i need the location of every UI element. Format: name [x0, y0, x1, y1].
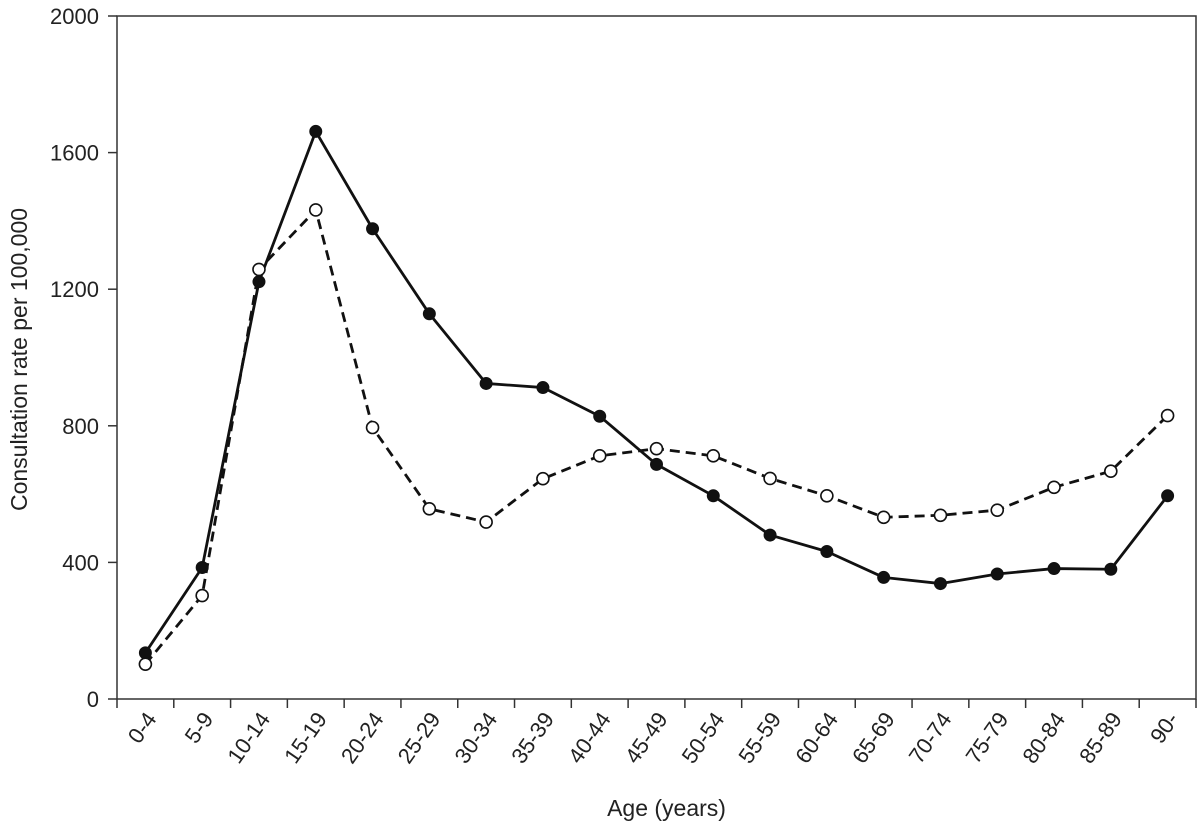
x-tick-label: 85-89	[1074, 708, 1127, 768]
x-tick-label: 40-44	[563, 708, 616, 768]
series-2-point	[422, 501, 437, 516]
series-1-point	[536, 381, 550, 395]
series-1-point	[990, 567, 1004, 581]
y-tick-label: 1200	[50, 277, 99, 302]
x-tick-label: 55-59	[733, 708, 786, 768]
series-2-point	[933, 508, 948, 523]
series-1-point	[763, 528, 777, 542]
x-axis-title: Age (years)	[607, 795, 726, 821]
series-2-point	[138, 657, 153, 671]
series-1-point	[309, 124, 323, 138]
x-tick-label: 25-29	[393, 708, 446, 768]
series-2-point	[706, 449, 721, 463]
series-2-line	[144, 208, 1169, 666]
series-1-point	[820, 544, 834, 558]
series-1-point	[1104, 562, 1118, 576]
series-2-point	[1160, 408, 1175, 423]
series-2-point	[479, 515, 493, 529]
x-tick-label: 80-84	[1017, 708, 1070, 768]
series-2-point	[649, 441, 664, 456]
series-1-line	[144, 130, 1169, 654]
series-1	[138, 124, 1175, 660]
series-1-point	[933, 577, 947, 591]
x-tick-label: 65-69	[847, 708, 900, 768]
x-tick-label: 20-24	[336, 708, 389, 768]
series-2	[138, 203, 1175, 671]
series-1-point	[650, 457, 663, 471]
series-2-point	[1047, 480, 1061, 495]
x-tick-label: 50-54	[677, 708, 730, 768]
series-2-point	[308, 203, 323, 217]
y-tick-label: 800	[62, 414, 99, 439]
y-tick-label: 2000	[50, 4, 99, 29]
y-tick-label: 400	[62, 550, 99, 575]
series-2-point	[536, 471, 550, 486]
axes	[116, 15, 1197, 700]
x-tick-label: 90-	[1145, 708, 1184, 748]
x-tick-label: 30-34	[449, 708, 502, 768]
y-axis-ticks: 0 400 800 1200 1600 2000	[50, 4, 117, 712]
y-tick-label: 0	[87, 687, 99, 712]
series-2-point	[820, 489, 834, 503]
x-tick-label: 75-79	[961, 708, 1014, 768]
series-2-point	[252, 262, 266, 277]
series-2-point	[990, 503, 1005, 517]
series-1-point	[366, 222, 380, 236]
series-2-point	[195, 588, 209, 603]
x-tick-label: 15-19	[279, 708, 332, 768]
series-1-point	[593, 409, 607, 423]
series-1-point	[1161, 489, 1175, 503]
x-axis-ticks: 0-4 5-9 10-14 15-19 20-24 25-29 30-34 35-39 40-4…	[116, 699, 1197, 768]
series-2-point	[365, 420, 380, 435]
y-tick-label: 1600	[50, 141, 99, 166]
x-tick-label: 5-9	[180, 708, 219, 748]
series-1-point	[479, 376, 493, 390]
plot-frame	[116, 15, 1197, 700]
series-layer	[138, 124, 1175, 671]
x-tick-label: 70-74	[904, 708, 957, 768]
x-tick-label: 45-49	[620, 708, 673, 768]
x-tick-label: 10-14	[222, 708, 275, 768]
x-tick-label: 60-64	[790, 708, 843, 768]
series-1-point	[877, 570, 891, 584]
y-axis-title: Consultation rate per 100,000	[6, 208, 32, 511]
x-tick-label: 35-39	[506, 708, 559, 768]
series-2-point	[876, 510, 891, 525]
series-1-point	[706, 489, 720, 503]
x-tick-label: 0-4	[123, 708, 162, 748]
series-1-point	[1047, 562, 1061, 576]
series-2-point	[592, 449, 607, 463]
series-2-point	[1104, 464, 1118, 479]
series-2-point	[763, 471, 777, 486]
series-1-point	[422, 307, 436, 321]
